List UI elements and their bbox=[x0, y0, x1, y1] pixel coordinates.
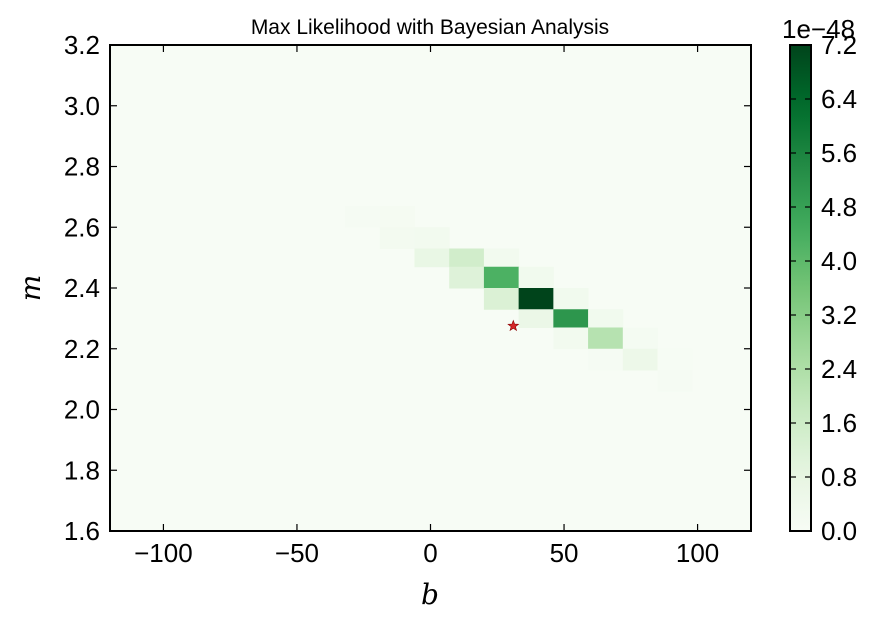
heatmap-cell bbox=[622, 348, 659, 371]
colorbar-tick-label: 2.4 bbox=[821, 354, 857, 384]
heatmap-cell bbox=[518, 266, 554, 289]
y-tick-label: 3.2 bbox=[64, 30, 100, 60]
heatmap-cell bbox=[518, 309, 554, 328]
y-tick-label: 2.2 bbox=[64, 334, 100, 364]
heatmap-cell bbox=[588, 309, 624, 328]
x-axis: −100 −50 0 50 100 bbox=[134, 45, 719, 568]
heatmap-cell bbox=[449, 266, 485, 289]
y-tick-label: 3.0 bbox=[64, 91, 100, 121]
heatmap-cell bbox=[588, 327, 624, 350]
colorbar-tick-label: 0.8 bbox=[821, 462, 857, 492]
y-axis: 1.6 1.8 2.0 2.2 2.4 2.6 2.8 3.0 3.2 bbox=[64, 30, 751, 546]
heatmap-cell bbox=[379, 205, 415, 228]
max-likelihood-star-marker bbox=[507, 319, 520, 332]
x-axis-label: b bbox=[421, 578, 439, 611]
heatmap-cell bbox=[622, 327, 659, 350]
colorbar-tick-label: 6.4 bbox=[821, 84, 857, 114]
heatmap-cell bbox=[483, 248, 520, 268]
x-tick-label: 50 bbox=[550, 538, 579, 568]
colorbar-tick-label: 5.6 bbox=[821, 138, 857, 168]
colorbar-ticks: 0.0 0.8 1.6 2.4 3.2 4.0 4.8 5.6 6.4 7.2 bbox=[790, 30, 857, 546]
heatmap-cell bbox=[414, 227, 450, 250]
heatmap-cell bbox=[588, 348, 624, 371]
y-axis-label: m bbox=[14, 275, 47, 302]
colorbar-tick-label: 4.8 bbox=[821, 192, 857, 222]
heatmap-cell bbox=[414, 248, 450, 268]
colorbar-gradient bbox=[789, 44, 812, 532]
heatmap-cell bbox=[379, 227, 415, 250]
y-tick-label: 1.8 bbox=[64, 455, 100, 485]
y-tick-label: 1.6 bbox=[64, 516, 100, 546]
heatmap-cell bbox=[345, 205, 381, 228]
heatmap-cell bbox=[657, 348, 693, 371]
heatmap-cell bbox=[518, 288, 554, 310]
heatmap-cell bbox=[483, 288, 520, 310]
colorbar-tick-label: 1.6 bbox=[821, 408, 857, 438]
y-tick-label: 2.4 bbox=[64, 273, 100, 303]
chart-title: Max Likelihood with Bayesian Analysis bbox=[251, 16, 609, 39]
heatmap-background bbox=[110, 45, 751, 531]
y-tick-label: 2.6 bbox=[64, 212, 100, 242]
x-tick-label: −50 bbox=[275, 538, 319, 568]
plot-area bbox=[109, 44, 752, 532]
x-tick-label: 100 bbox=[676, 538, 719, 568]
x-tick-label: −100 bbox=[134, 538, 193, 568]
max-likelihood-marker-layer bbox=[507, 319, 520, 332]
y-tick-label: 2.0 bbox=[64, 395, 100, 425]
colorbar-tick-label: 7.2 bbox=[821, 30, 857, 60]
heatmap-cells bbox=[345, 205, 693, 392]
heatmap-cell bbox=[553, 327, 589, 350]
heatmap-cell bbox=[657, 370, 693, 392]
heatmap-cell bbox=[449, 248, 485, 268]
colorbar-tick-label: 4.0 bbox=[821, 246, 857, 276]
colorbar-tick-label: 3.2 bbox=[821, 300, 857, 330]
heatmap-cell bbox=[553, 309, 589, 328]
heatmap-cell bbox=[553, 288, 589, 310]
y-tick-label: 2.8 bbox=[64, 152, 100, 182]
colorbar: 0.0 0.8 1.6 2.4 3.2 4.0 4.8 5.6 6.4 7.2 1e−48 bbox=[782, 14, 857, 546]
heatmap-cell bbox=[483, 266, 520, 289]
x-tick-label: 0 bbox=[423, 538, 437, 568]
colorbar-tick-label: 0.0 bbox=[821, 516, 857, 546]
colorbar-offset-label: 1e−48 bbox=[782, 14, 855, 44]
